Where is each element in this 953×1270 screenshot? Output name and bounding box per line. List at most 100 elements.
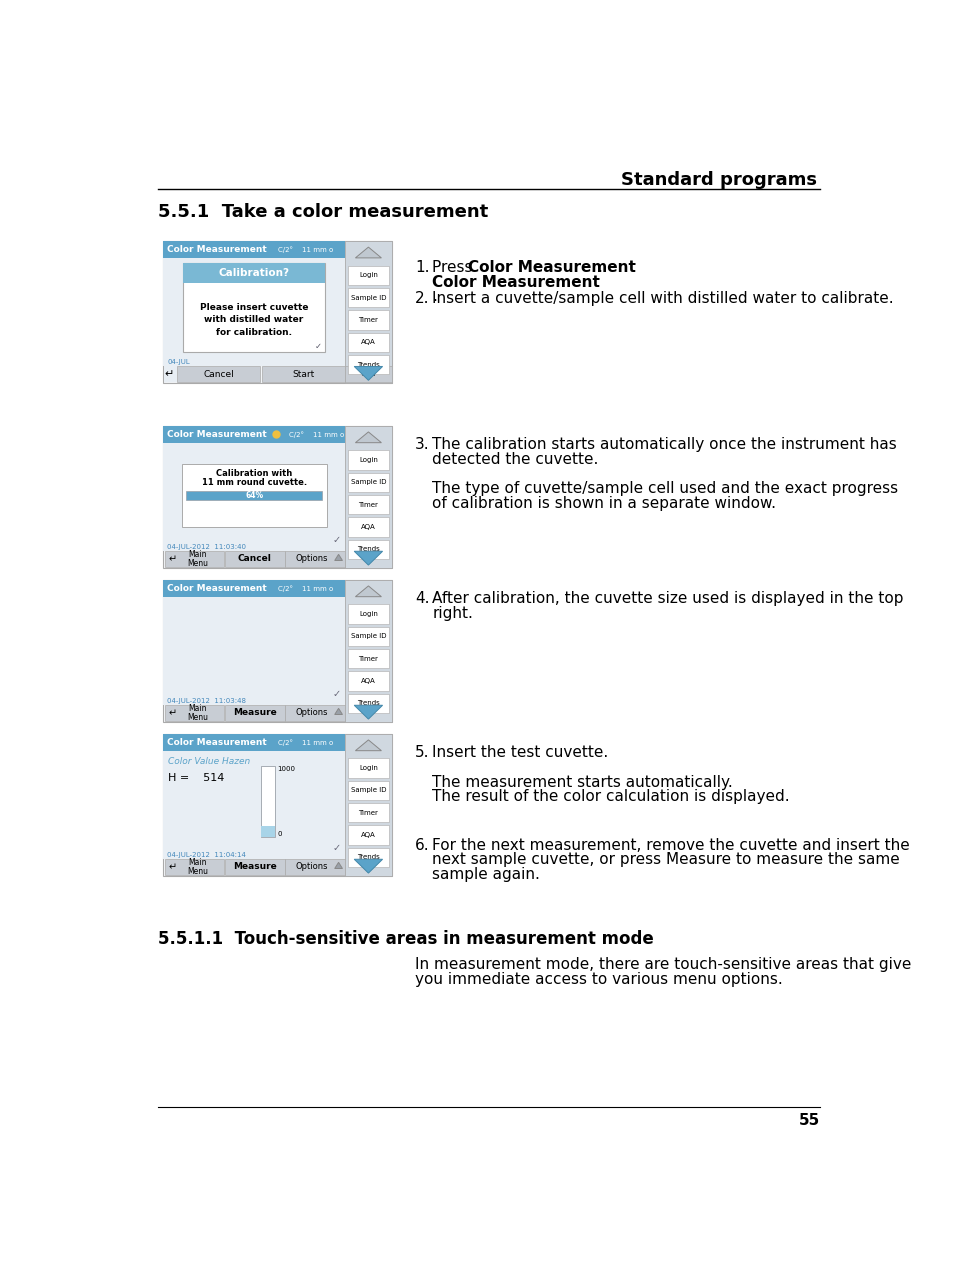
- Text: 04-JUL-2012  11:03:48: 04-JUL-2012 11:03:48: [167, 697, 246, 704]
- Polygon shape: [335, 709, 342, 715]
- Bar: [285, 551, 344, 566]
- Text: ✓: ✓: [333, 690, 341, 700]
- Text: Color Measurement: Color Measurement: [167, 429, 267, 438]
- Text: .: .: [597, 260, 602, 276]
- Text: After calibration, the cuvette size used is displayed in the top: After calibration, the cuvette size used…: [432, 592, 902, 606]
- Text: you immediate access to various menu options.: you immediate access to various menu opt…: [415, 972, 782, 987]
- Bar: [285, 860, 344, 875]
- Text: ↵: ↵: [165, 370, 174, 380]
- Text: Login: Login: [358, 611, 377, 617]
- Text: 0: 0: [277, 832, 282, 837]
- Text: Options: Options: [295, 862, 328, 871]
- Text: Trends: Trends: [356, 546, 379, 552]
- Text: Insert the test cuvette.: Insert the test cuvette.: [432, 745, 608, 761]
- Text: Main
Menu: Main Menu: [187, 704, 208, 723]
- Bar: [163, 241, 392, 384]
- Bar: [348, 265, 389, 284]
- Text: with distilled water: with distilled water: [204, 315, 303, 324]
- Polygon shape: [354, 705, 382, 719]
- Text: 2.: 2.: [415, 291, 430, 306]
- Text: sample again.: sample again.: [432, 867, 539, 881]
- Text: .: .: [432, 290, 436, 305]
- Bar: [348, 758, 389, 777]
- Bar: [183, 263, 324, 283]
- Text: Login: Login: [358, 272, 377, 278]
- Bar: [165, 705, 224, 720]
- Text: Please insert cuvette: Please insert cuvette: [199, 304, 308, 312]
- Bar: [348, 781, 389, 800]
- Bar: [348, 333, 389, 352]
- Bar: [348, 310, 389, 329]
- Bar: [348, 354, 389, 375]
- Bar: [285, 705, 344, 720]
- Text: 64%: 64%: [245, 490, 263, 499]
- Text: 3.: 3.: [415, 437, 430, 452]
- Bar: [348, 472, 389, 491]
- Bar: [261, 766, 275, 837]
- Text: Cancel: Cancel: [203, 370, 234, 378]
- Text: 04-JUL-2012  11:03:40: 04-JUL-2012 11:03:40: [167, 544, 246, 550]
- Bar: [261, 826, 275, 837]
- Bar: [348, 540, 389, 559]
- Text: Main
Menu: Main Menu: [187, 550, 208, 568]
- Text: Color Measurement: Color Measurement: [167, 245, 267, 254]
- Bar: [344, 367, 392, 382]
- Polygon shape: [355, 248, 381, 258]
- Bar: [177, 367, 260, 382]
- Text: ✓: ✓: [333, 843, 341, 853]
- Text: Sample ID: Sample ID: [351, 634, 386, 639]
- Bar: [163, 579, 344, 597]
- Bar: [165, 551, 224, 566]
- Bar: [225, 860, 284, 875]
- Bar: [186, 490, 322, 500]
- Bar: [348, 847, 389, 867]
- Text: ✓: ✓: [314, 342, 322, 351]
- Text: Color Measurement: Color Measurement: [167, 738, 267, 747]
- Text: Color Measurement: Color Measurement: [467, 260, 635, 276]
- Bar: [344, 241, 392, 384]
- Text: Options: Options: [295, 709, 328, 718]
- Text: Trends: Trends: [356, 362, 379, 367]
- Bar: [163, 258, 344, 367]
- Bar: [348, 451, 389, 470]
- Bar: [225, 551, 284, 566]
- Text: Sample ID: Sample ID: [351, 787, 386, 794]
- Text: Press: Press: [432, 260, 477, 276]
- Polygon shape: [335, 862, 342, 869]
- Text: Options: Options: [295, 555, 328, 564]
- Polygon shape: [355, 740, 381, 751]
- Bar: [348, 605, 389, 624]
- Text: 5.5.1.1  Touch-sensitive areas in measurement mode: 5.5.1.1 Touch-sensitive areas in measure…: [158, 930, 653, 949]
- Bar: [344, 579, 392, 723]
- Bar: [344, 734, 392, 876]
- Text: Cancel: Cancel: [237, 555, 272, 564]
- Text: H =    514: H = 514: [168, 772, 224, 782]
- Text: ions: ions: [361, 371, 375, 377]
- Text: detected the cuvette.: detected the cuvette.: [432, 452, 598, 467]
- Text: Measure: Measure: [233, 862, 276, 871]
- Polygon shape: [355, 432, 381, 443]
- Polygon shape: [354, 860, 382, 872]
- Text: of calibration is shown in a separate window.: of calibration is shown in a separate wi…: [432, 495, 776, 511]
- Bar: [163, 443, 344, 551]
- Text: C/2°    11 mm o: C/2° 11 mm o: [288, 431, 343, 438]
- Text: Calibration?: Calibration?: [218, 268, 290, 278]
- Bar: [164, 367, 176, 382]
- Text: ↵: ↵: [169, 554, 177, 564]
- Text: Timer: Timer: [358, 318, 378, 323]
- Text: next sample cuvette, or press Measure to measure the same: next sample cuvette, or press Measure to…: [432, 852, 900, 867]
- Text: C/2°    11 mm o: C/2° 11 mm o: [277, 246, 333, 253]
- Bar: [348, 626, 389, 646]
- Text: right.: right.: [432, 606, 473, 621]
- Text: C/2°    11 mm o: C/2° 11 mm o: [277, 585, 333, 592]
- Bar: [163, 734, 392, 876]
- Bar: [348, 517, 389, 537]
- Polygon shape: [354, 551, 382, 565]
- Bar: [348, 649, 389, 668]
- Text: Color Measurement: Color Measurement: [167, 584, 267, 593]
- Text: The result of the color calculation is displayed.: The result of the color calculation is d…: [432, 789, 789, 804]
- Bar: [163, 425, 392, 568]
- Text: Login: Login: [358, 765, 377, 771]
- Text: AQA: AQA: [360, 832, 375, 838]
- Text: Start: Start: [292, 370, 314, 378]
